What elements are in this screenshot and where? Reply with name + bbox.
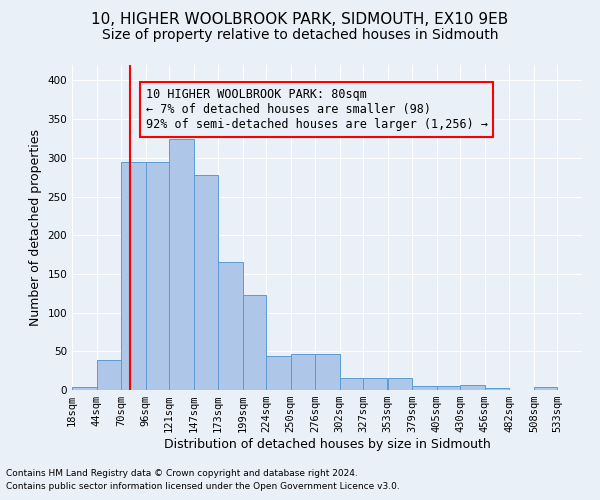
Bar <box>218 262 242 390</box>
Bar <box>291 354 315 390</box>
Text: 10 HIGHER WOOLBROOK PARK: 80sqm
← 7% of detached houses are smaller (98)
92% of : 10 HIGHER WOOLBROOK PARK: 80sqm ← 7% of … <box>146 88 488 131</box>
Bar <box>266 356 291 390</box>
Bar <box>534 387 557 390</box>
Bar <box>242 295 266 390</box>
Bar <box>412 386 437 390</box>
Text: Size of property relative to detached houses in Sidmouth: Size of property relative to detached ho… <box>102 28 498 42</box>
Bar <box>485 388 509 390</box>
Bar <box>146 162 169 390</box>
Bar <box>437 386 460 390</box>
Bar <box>97 360 121 390</box>
Bar <box>315 354 340 390</box>
Bar <box>340 378 363 390</box>
Y-axis label: Number of detached properties: Number of detached properties <box>29 129 42 326</box>
Text: 10, HIGHER WOOLBROOK PARK, SIDMOUTH, EX10 9EB: 10, HIGHER WOOLBROOK PARK, SIDMOUTH, EX1… <box>91 12 509 28</box>
Bar <box>121 162 146 390</box>
Bar <box>169 138 194 390</box>
X-axis label: Distribution of detached houses by size in Sidmouth: Distribution of detached houses by size … <box>164 438 490 451</box>
Bar <box>363 378 387 390</box>
Text: Contains HM Land Registry data © Crown copyright and database right 2024.: Contains HM Land Registry data © Crown c… <box>6 468 358 477</box>
Bar <box>388 378 412 390</box>
Bar <box>194 175 218 390</box>
Text: Contains public sector information licensed under the Open Government Licence v3: Contains public sector information licen… <box>6 482 400 491</box>
Bar <box>72 387 97 390</box>
Bar <box>460 386 485 390</box>
